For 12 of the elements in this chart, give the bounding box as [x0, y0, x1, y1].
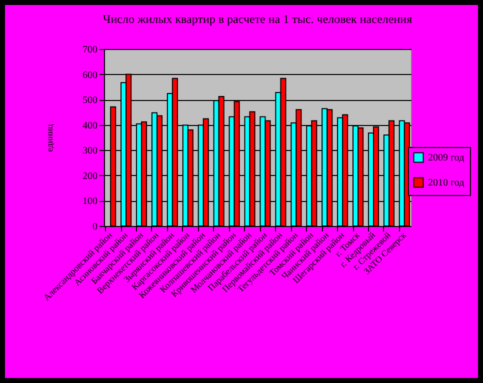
y-tick-label: 0: [92, 222, 98, 232]
y-tick-label: 500: [82, 95, 98, 106]
legend-label: 2010 год: [428, 178, 464, 188]
y-tick-label: 100: [82, 196, 98, 208]
y-axis-title: единиц: [44, 124, 54, 152]
chart-title: Число жилых квартир в расчете на 1 тыс. человек населения: [102, 12, 413, 26]
y-tick-label: 400: [82, 120, 98, 132]
y-tick-label: 300: [82, 146, 98, 157]
y-tick-label: 200: [82, 170, 98, 182]
y-tick-label: 600: [82, 70, 98, 81]
legend-label: 2009 год: [428, 152, 464, 164]
y-tick-label: 700: [82, 44, 98, 56]
